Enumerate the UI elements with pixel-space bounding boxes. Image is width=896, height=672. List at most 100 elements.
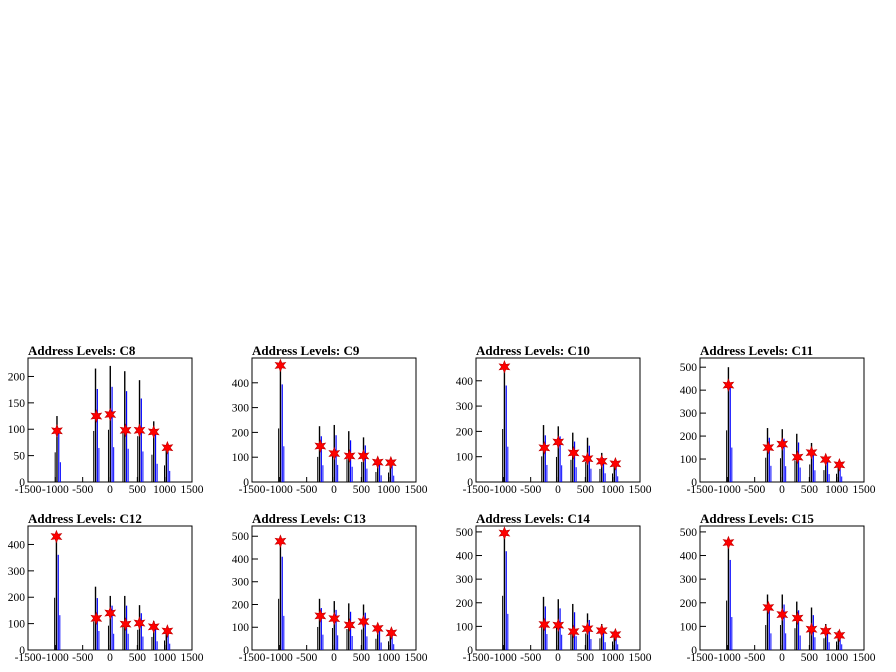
peak-marker xyxy=(819,624,832,638)
peak-marker xyxy=(371,455,384,469)
y-tick-label: 50 xyxy=(14,451,26,463)
x-tick-label: 1000 xyxy=(825,652,848,664)
peak-marker xyxy=(833,628,846,643)
peak-marker xyxy=(722,378,735,392)
x-tick-label: -500 xyxy=(72,652,93,664)
y-tick-label: 200 xyxy=(456,426,474,438)
y-tick-label: 200 xyxy=(8,592,26,604)
y-tick-label: 0 xyxy=(19,645,25,657)
x-tick-label: 500 xyxy=(801,652,819,664)
y-tick-label: 150 xyxy=(8,398,26,410)
x-tick-label: -1500 xyxy=(15,652,42,664)
y-tick-label: 200 xyxy=(680,598,698,610)
peak-marker xyxy=(498,360,511,374)
peak-marker xyxy=(567,624,580,639)
x-tick-label: -1000 xyxy=(266,484,293,496)
x-tick-label: 500 xyxy=(129,484,147,496)
y-tick-label: 500 xyxy=(456,527,474,539)
x-tick-label: 0 xyxy=(779,652,785,664)
x-tick-label: 500 xyxy=(577,484,595,496)
chart-panel: Address Levels: C8 0 50 100 150 200 -1500 -1000… xyxy=(8,343,204,496)
peak-marker xyxy=(595,623,608,638)
x-tick-label: 500 xyxy=(801,484,819,496)
chart-title: Address Levels: C9 xyxy=(252,343,360,358)
x-tick-label: -1500 xyxy=(463,652,490,664)
peak-marker xyxy=(274,534,287,549)
y-tick-label: 400 xyxy=(8,539,26,551)
x-tick-label: 0 xyxy=(555,484,561,496)
peak-marker xyxy=(147,619,160,634)
peak-marker xyxy=(567,446,580,460)
x-tick-label: 1000 xyxy=(377,652,400,664)
x-tick-label: -1000 xyxy=(42,652,69,664)
y-tick-label: 300 xyxy=(680,408,698,420)
x-tick-label: 500 xyxy=(353,484,371,496)
y-tick-label: 400 xyxy=(680,385,698,397)
x-tick-label: 1500 xyxy=(629,652,652,664)
x-tick-label: 0 xyxy=(331,652,337,664)
y-tick-label: 400 xyxy=(456,376,474,388)
peak-marker xyxy=(371,621,384,636)
chart-panel: Address Levels: C14 0 100 200 300 400 500 -1500… xyxy=(456,511,652,664)
y-tick-label: 300 xyxy=(8,566,26,578)
peak-marker xyxy=(104,407,117,422)
y-tick-label: 300 xyxy=(232,577,250,589)
x-tick-label: -500 xyxy=(296,652,317,664)
y-tick-label: 100 xyxy=(680,621,698,633)
peak-marker xyxy=(90,611,103,626)
peak-marker xyxy=(581,451,594,466)
x-tick-label: 0 xyxy=(107,484,113,496)
y-tick-label: 200 xyxy=(456,598,474,610)
peak-marker xyxy=(357,449,370,463)
peak-marker xyxy=(385,626,398,640)
x-tick-label: 1500 xyxy=(405,652,428,664)
peak-marker xyxy=(147,425,160,439)
x-tick-label: 1000 xyxy=(601,652,624,664)
x-tick-label: 500 xyxy=(353,652,371,664)
chart-title: Address Levels: C11 xyxy=(700,343,813,358)
peak-marker xyxy=(791,611,804,625)
peak-marker xyxy=(609,627,622,642)
y-tick-label: 200 xyxy=(232,599,250,611)
x-tick-label: -1500 xyxy=(687,484,714,496)
x-tick-label: -500 xyxy=(520,484,541,496)
x-tick-label: 1000 xyxy=(153,484,176,496)
y-tick-label: 0 xyxy=(467,477,473,489)
x-tick-label: -1000 xyxy=(490,652,517,664)
x-tick-label: -1500 xyxy=(463,484,490,496)
x-tick-label: -1000 xyxy=(490,484,517,496)
x-tick-label: -1500 xyxy=(15,484,42,496)
peak-marker xyxy=(595,454,608,469)
x-tick-label: 1500 xyxy=(181,652,204,664)
chart-panel: Address Levels: C12 0 100 200 300 400 -1500 -10… xyxy=(8,511,204,664)
x-tick-label: 1000 xyxy=(825,484,848,496)
peak-marker xyxy=(343,449,356,463)
peak-marker xyxy=(384,455,397,470)
peak-marker xyxy=(552,435,565,449)
peak-marker xyxy=(328,611,341,626)
peak-marker xyxy=(538,617,551,632)
y-tick-label: 100 xyxy=(232,452,250,464)
y-tick-label: 300 xyxy=(232,403,250,415)
x-tick-label: -1000 xyxy=(42,484,69,496)
chart-panel: Address Levels: C15 0 100 200 300 400 500 -1500… xyxy=(680,511,876,664)
peak-marker xyxy=(133,616,146,630)
y-tick-label: 300 xyxy=(456,574,474,586)
peak-marker xyxy=(805,622,818,637)
y-tick-label: 400 xyxy=(232,554,250,566)
peak-marker xyxy=(314,609,327,623)
x-tick-label: 1500 xyxy=(181,484,204,496)
peak-marker xyxy=(343,618,356,632)
peak-marker xyxy=(50,529,63,544)
x-tick-label: 1500 xyxy=(629,484,652,496)
y-tick-label: 400 xyxy=(680,551,698,563)
x-tick-label: 500 xyxy=(129,652,147,664)
peak-marker xyxy=(51,423,63,438)
peak-marker xyxy=(762,440,775,455)
x-tick-label: 0 xyxy=(555,652,561,664)
peak-marker xyxy=(357,614,370,629)
peak-marker xyxy=(119,617,132,631)
x-tick-label: 1500 xyxy=(405,484,428,496)
y-tick-label: 0 xyxy=(467,645,473,657)
x-tick-label: -500 xyxy=(520,652,541,664)
